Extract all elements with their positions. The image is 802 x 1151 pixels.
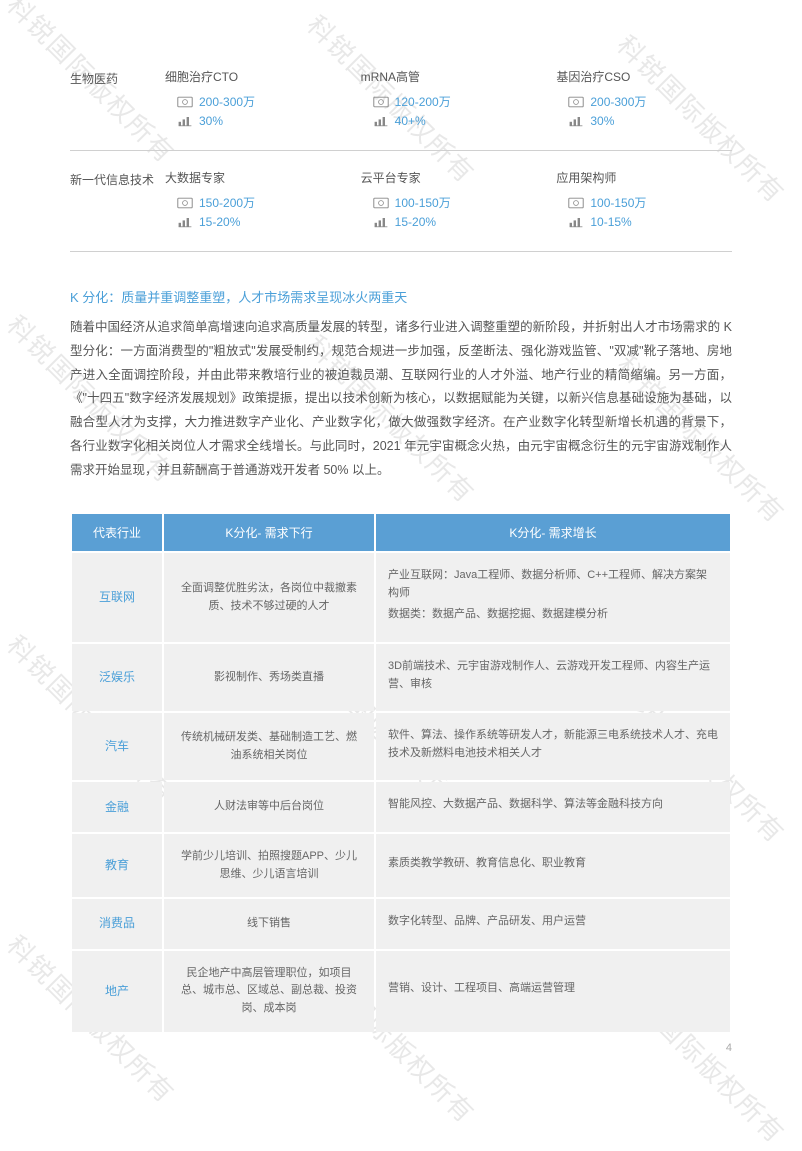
- chart-icon: [177, 216, 193, 228]
- article-section: K 分化：质量并重调整重塑，人才市场需求呈现冰火两重天 随着中国经济从追求简单高…: [70, 287, 732, 482]
- cell-up: 产业互联网：Java工程师、数据分析师、C++工程师、解决方案架构师数据类：数据…: [376, 553, 730, 642]
- cell-down: 传统机械研发类、基础制造工艺、燃油系统相关岗位: [164, 713, 374, 780]
- growth-value: 15-20%: [395, 215, 436, 229]
- salary-value: 100-150万: [395, 194, 451, 211]
- position-item: 细胞治疗CTO 200-300万 30%: [165, 68, 341, 132]
- money-icon: [177, 197, 193, 209]
- salary-value: 200-300万: [199, 93, 255, 110]
- table-row: 金融人财法审等中后台岗位智能风控、大数据产品、数据科学、算法等金融科技方向: [72, 782, 730, 832]
- growth-value: 15-20%: [199, 215, 240, 229]
- salary-value: 120-200万: [395, 93, 451, 110]
- salary-row: 新一代信息技术大数据专家 150-200万 15-20% 云平台专家 100-150万 1…: [70, 151, 732, 252]
- salary-value: 100-150万: [590, 194, 646, 211]
- cell-industry: 汽车: [72, 713, 162, 780]
- category-label: 生物医药: [70, 68, 165, 132]
- article-title: K 分化：质量并重调整重塑，人才市场需求呈现冰火两重天: [70, 287, 732, 306]
- growth-value: 30%: [590, 114, 614, 128]
- table-row: 互联网全面调整优胜劣汰，各岗位中裁撤素质、技术不够过硬的人才产业互联网：Java…: [72, 553, 730, 642]
- growth-value: 40+%: [395, 114, 426, 128]
- money-icon: [373, 197, 389, 209]
- cell-down: 人财法审等中后台岗位: [164, 782, 374, 832]
- position-item: mRNA高管 120-200万 40+%: [361, 68, 537, 132]
- cell-industry: 金融: [72, 782, 162, 832]
- growth-value: 30%: [199, 114, 223, 128]
- position-item: 基因治疗CSO 200-300万 30%: [556, 68, 732, 132]
- growth-value: 10-15%: [590, 215, 631, 229]
- cell-industry: 地产: [72, 951, 162, 1032]
- position-title: 细胞治疗CTO: [165, 68, 341, 85]
- position-title: mRNA高管: [361, 68, 537, 85]
- cell-up: 智能风控、大数据产品、数据科学、算法等金融科技方向: [376, 782, 730, 832]
- table-row: 泛娱乐影视制作、秀场类直播3D前端技术、元宇宙游戏制作人、云游戏开发工程师、内容…: [72, 644, 730, 711]
- cell-down: 民企地产中高层管理职位，如项目总、城市总、区域总、副总裁、投资岗、成本岗: [164, 951, 374, 1032]
- table-row: 消费品线下销售数字化转型、品牌、产品研发、用户运营: [72, 899, 730, 949]
- table-header-industry: 代表行业: [72, 514, 162, 551]
- chart-icon: [568, 216, 584, 228]
- salary-value: 150-200万: [199, 194, 255, 211]
- cell-up: 营销、设计、工程项目、高端运营管理: [376, 951, 730, 1032]
- cell-up: 素质类教学教研、教育信息化、职业教育: [376, 834, 730, 897]
- cell-up: 数字化转型、品牌、产品研发、用户运营: [376, 899, 730, 949]
- cell-industry: 泛娱乐: [72, 644, 162, 711]
- salary-section: 生物医药细胞治疗CTO 200-300万 30% mRNA高管 120-200万 40+%…: [70, 50, 732, 252]
- cell-industry: 互联网: [72, 553, 162, 642]
- table-header-up: K分化- 需求增长: [376, 514, 730, 551]
- position-title: 基因治疗CSO: [556, 68, 732, 85]
- cell-up: 软件、算法、操作系统等研发人才，新能源三电系统技术人才、充电技术及新燃料电池技术…: [376, 713, 730, 780]
- category-label: 新一代信息技术: [70, 169, 165, 233]
- cell-down: 全面调整优胜劣汰，各岗位中裁撤素质、技术不够过硬的人才: [164, 553, 374, 642]
- chart-icon: [373, 115, 389, 127]
- table-row: 汽车传统机械研发类、基础制造工艺、燃油系统相关岗位软件、算法、操作系统等研发人才…: [72, 713, 730, 780]
- cell-down: 影视制作、秀场类直播: [164, 644, 374, 711]
- page-number: 4: [726, 1042, 732, 1054]
- chart-icon: [177, 115, 193, 127]
- k-divergence-table: 代表行业 K分化- 需求下行 K分化- 需求增长 互联网全面调整优胜劣汰，各岗位…: [70, 512, 732, 1033]
- position-title: 云平台专家: [361, 169, 537, 186]
- cell-up: 3D前端技术、元宇宙游戏制作人、云游戏开发工程师、内容生产运营、审核: [376, 644, 730, 711]
- chart-icon: [568, 115, 584, 127]
- salary-row: 生物医药细胞治疗CTO 200-300万 30% mRNA高管 120-200万 40+%…: [70, 50, 732, 151]
- money-icon: [568, 197, 584, 209]
- position-item: 应用架构师 100-150万 10-15%: [556, 169, 732, 233]
- cell-down: 学前少儿培训、拍照搜题APP、少儿思维、少儿语言培训: [164, 834, 374, 897]
- position-item: 大数据专家 150-200万 15-20%: [165, 169, 341, 233]
- chart-icon: [373, 216, 389, 228]
- money-icon: [568, 96, 584, 108]
- cell-down: 线下销售: [164, 899, 374, 949]
- cell-industry: 教育: [72, 834, 162, 897]
- position-title: 大数据专家: [165, 169, 341, 186]
- cell-industry: 消费品: [72, 899, 162, 949]
- money-icon: [373, 96, 389, 108]
- table-row: 教育学前少儿培训、拍照搜题APP、少儿思维、少儿语言培训素质类教学教研、教育信息…: [72, 834, 730, 897]
- table-row: 地产民企地产中高层管理职位，如项目总、城市总、区域总、副总裁、投资岗、成本岗营销…: [72, 951, 730, 1032]
- table-header-down: K分化- 需求下行: [164, 514, 374, 551]
- article-body: 随着中国经济从追求简单高增速向追求高质量发展的转型，诸多行业进入调整重塑的新阶段…: [70, 316, 732, 482]
- salary-value: 200-300万: [590, 93, 646, 110]
- money-icon: [177, 96, 193, 108]
- position-item: 云平台专家 100-150万 15-20%: [361, 169, 537, 233]
- position-title: 应用架构师: [556, 169, 732, 186]
